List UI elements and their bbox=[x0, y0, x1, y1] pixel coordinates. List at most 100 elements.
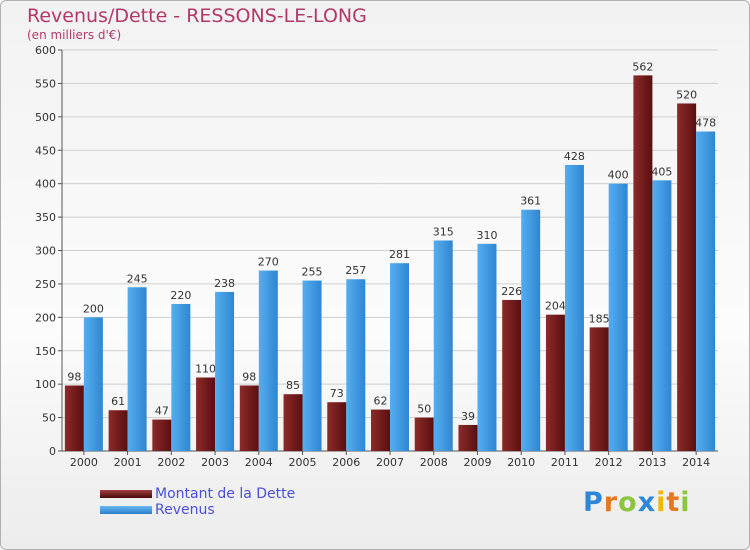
bar-dette bbox=[545, 314, 565, 451]
bar-revenus bbox=[171, 303, 191, 451]
chart-title: Revenus/Dette - RESSONS-LE-LONG bbox=[27, 5, 367, 27]
y-tick-label: 250 bbox=[35, 278, 56, 291]
y-tick-label: 300 bbox=[35, 245, 56, 258]
bar-revenus bbox=[346, 279, 366, 451]
data-label-dette: 39 bbox=[461, 410, 475, 423]
data-label-dette: 85 bbox=[286, 379, 300, 392]
data-label-dette: 98 bbox=[67, 371, 81, 384]
bar-revenus bbox=[696, 131, 716, 451]
y-tick-label: 550 bbox=[35, 77, 56, 90]
data-label-revenus: 257 bbox=[345, 264, 366, 277]
bar-dette bbox=[414, 417, 434, 451]
y-tick-label: 500 bbox=[35, 111, 56, 124]
data-label-dette: 47 bbox=[155, 405, 169, 418]
bar-dette bbox=[152, 419, 172, 451]
data-label-revenus: 281 bbox=[389, 248, 410, 261]
x-tick-label: 2008 bbox=[420, 456, 448, 469]
legend-label-dette: Montant de la Dette bbox=[155, 486, 296, 502]
data-label-revenus: 400 bbox=[608, 169, 629, 182]
data-label-dette: 50 bbox=[417, 403, 431, 416]
bar-revenus bbox=[83, 317, 103, 451]
bar-dette bbox=[283, 394, 303, 451]
legend-swatch-revenus bbox=[100, 506, 152, 514]
bar-dette bbox=[327, 402, 347, 451]
data-label-revenus: 255 bbox=[302, 266, 323, 279]
bar-revenus bbox=[477, 243, 497, 451]
bar-dette bbox=[633, 75, 653, 451]
x-tick-label: 2009 bbox=[463, 456, 491, 469]
data-label-revenus: 361 bbox=[520, 195, 541, 208]
bar-dette bbox=[64, 385, 84, 451]
y-tick-label: 0 bbox=[49, 445, 56, 458]
y-tick-label: 200 bbox=[35, 311, 56, 324]
bar-revenus bbox=[302, 280, 322, 451]
data-label-revenus: 220 bbox=[170, 289, 191, 302]
y-tick-label: 100 bbox=[35, 378, 56, 391]
y-tick-label: 400 bbox=[35, 178, 56, 191]
logo-letter: t bbox=[666, 487, 681, 518]
proxiti-logo: Proxiti bbox=[583, 487, 691, 518]
logo-letter: o bbox=[618, 487, 638, 518]
data-label-dette: 73 bbox=[330, 387, 344, 400]
y-tick-label: 600 bbox=[35, 44, 56, 57]
y-tick-label: 150 bbox=[35, 345, 56, 358]
data-label-dette: 61 bbox=[111, 395, 125, 408]
data-label-dette: 185 bbox=[589, 312, 610, 325]
x-tick-label: 2012 bbox=[595, 456, 623, 469]
y-tick-label: 50 bbox=[42, 412, 56, 425]
data-label-revenus: 245 bbox=[127, 272, 148, 285]
data-label-dette: 110 bbox=[195, 362, 216, 375]
x-tick-label: 2014 bbox=[682, 456, 710, 469]
data-label-revenus: 315 bbox=[433, 225, 454, 238]
x-tick-label: 2011 bbox=[551, 456, 579, 469]
logo-letter: i bbox=[680, 487, 691, 518]
data-label-revenus: 428 bbox=[564, 150, 585, 163]
bar-revenus bbox=[258, 270, 278, 451]
y-tick-label: 450 bbox=[35, 144, 56, 157]
bar-revenus bbox=[564, 164, 584, 451]
logo-letter: i bbox=[656, 487, 667, 518]
x-tick-label: 2004 bbox=[245, 456, 273, 469]
x-tick-label: 2007 bbox=[376, 456, 404, 469]
bar-revenus bbox=[608, 183, 628, 451]
bar-dette bbox=[589, 327, 609, 451]
bar-dette bbox=[502, 299, 522, 451]
data-label-revenus: 238 bbox=[214, 277, 235, 290]
logo-letter: r bbox=[603, 487, 619, 518]
data-label-dette: 204 bbox=[545, 300, 566, 313]
x-tick-label: 2001 bbox=[114, 456, 142, 469]
data-label-dette: 98 bbox=[242, 371, 256, 384]
data-label-revenus: 478 bbox=[695, 117, 716, 130]
bar-revenus bbox=[215, 291, 235, 451]
bar-dette bbox=[677, 103, 697, 451]
bar-revenus bbox=[652, 180, 672, 451]
bar-revenus bbox=[521, 209, 541, 451]
x-tick-label: 2002 bbox=[157, 456, 185, 469]
x-tick-label: 2013 bbox=[638, 456, 666, 469]
bar-revenus bbox=[433, 240, 453, 451]
bar-dette bbox=[458, 424, 478, 451]
x-tick-label: 2006 bbox=[332, 456, 360, 469]
x-tick-label: 2000 bbox=[70, 456, 98, 469]
data-label-revenus: 405 bbox=[651, 165, 672, 178]
x-tick-label: 2005 bbox=[289, 456, 317, 469]
bar-revenus bbox=[127, 287, 147, 451]
legend-label-revenus: Revenus bbox=[155, 502, 215, 518]
x-tick-label: 2010 bbox=[507, 456, 535, 469]
bar-revenus bbox=[390, 263, 409, 451]
data-label-dette: 562 bbox=[632, 60, 653, 73]
data-label-dette: 520 bbox=[676, 88, 697, 101]
data-label-revenus: 310 bbox=[476, 229, 497, 242]
chart-subtitle: (en milliers d'€) bbox=[27, 28, 122, 42]
legend-swatch-dette bbox=[100, 490, 152, 498]
x-tick-label: 2003 bbox=[201, 456, 229, 469]
data-label-revenus: 200 bbox=[83, 302, 104, 315]
bar-dette bbox=[239, 385, 259, 451]
bar-dette bbox=[108, 410, 128, 451]
logo-letter: x bbox=[637, 487, 657, 518]
logo-letter: P bbox=[583, 487, 604, 518]
data-label-revenus: 270 bbox=[258, 256, 279, 269]
data-label-dette: 226 bbox=[501, 285, 522, 298]
bar-dette bbox=[196, 377, 216, 451]
